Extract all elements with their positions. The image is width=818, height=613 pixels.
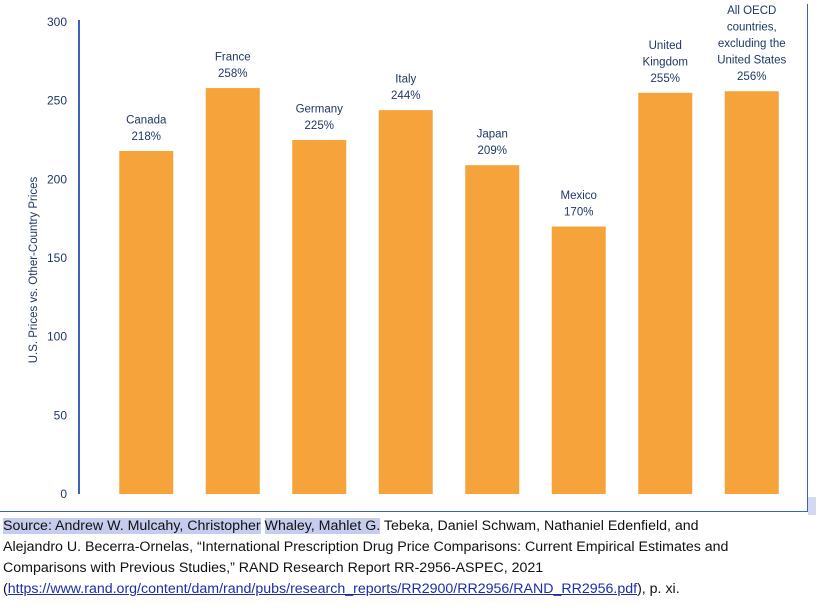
bar xyxy=(551,226,606,495)
y-axis-label: U.S. Prices vs. Other-Country Prices xyxy=(28,176,40,363)
bar xyxy=(119,151,174,494)
bar-labels: Canada 218% France 258% Germany 225% Italy 244%… xyxy=(126,5,786,218)
source-line-3: Comparisons with Previous Studies,” RAND… xyxy=(3,560,544,576)
bar-category-label: Canada xyxy=(126,115,167,127)
y-tick-label: 150 xyxy=(47,251,67,265)
source-line-2: Alejandro U. Becerra-Ornelas, “Internati… xyxy=(3,539,729,555)
bar-chart: 0 50 100 150 200 250 300 Canada 218% France 258% G… xyxy=(28,5,787,501)
source-line-1: Source: Andrew W. Mulcahy, Christopher W… xyxy=(3,516,815,537)
bar-value-label: 258% xyxy=(218,68,247,80)
y-tick-label: 100 xyxy=(47,330,67,344)
bar-category-label: All OECD xyxy=(727,5,776,17)
bar xyxy=(205,88,260,494)
bar-category-label: Germany xyxy=(296,104,344,116)
bar xyxy=(724,91,779,494)
chart-frame xyxy=(0,4,808,512)
selection-corner-mark xyxy=(808,497,816,515)
source-highlight-1: Source: Andrew W. Mulcahy, Christopher xyxy=(3,518,261,534)
bar-value-label: 218% xyxy=(132,131,161,143)
bar-value-label: 256% xyxy=(737,71,766,83)
bar-category-label: Japan xyxy=(477,129,508,141)
source-highlight-2: Whaley, Mahlet G. xyxy=(264,518,381,534)
y-tick-label: 300 xyxy=(47,15,67,29)
bar-value-label: 255% xyxy=(651,73,680,85)
bar-value-label: 225% xyxy=(305,120,334,132)
bar xyxy=(465,165,520,494)
source-line-1-rest: Tebeka, Daniel Schwam, Nathaniel Edenfie… xyxy=(383,518,699,534)
bar-category-label: Mexico xyxy=(561,190,597,202)
bar-category-label: countries, xyxy=(727,22,777,34)
source-line-4: (https://www.rand.org/content/dam/rand/p… xyxy=(3,579,815,600)
source-citation: Source: Andrew W. Mulcahy, Christopher W… xyxy=(3,516,815,600)
bar-value-label: 209% xyxy=(478,145,507,157)
bar-category-label: excluding the xyxy=(718,38,786,50)
y-axis: 0 50 100 150 200 250 300 xyxy=(47,15,80,501)
source-paren-close: ), p. xi. xyxy=(637,581,680,597)
source-paren-open: ( xyxy=(3,581,8,597)
bars xyxy=(119,88,779,495)
bar xyxy=(292,140,347,494)
bar-category-label: France xyxy=(215,52,251,64)
bar-category-label: United xyxy=(649,40,682,52)
y-tick-label: 200 xyxy=(47,172,67,186)
y-tick-label: 0 xyxy=(60,487,67,501)
bar-value-label: 244% xyxy=(391,90,420,102)
y-tick-label: 50 xyxy=(54,408,68,422)
bar-value-label: 170% xyxy=(564,207,593,219)
bar-category-label: United States xyxy=(717,55,786,67)
y-tick-label: 250 xyxy=(47,94,67,108)
bar-category-label: Italy xyxy=(395,74,416,86)
bar xyxy=(638,92,693,495)
bar-category-label: Kingdom xyxy=(643,56,688,68)
source-link[interactable]: https://www.rand.org/content/dam/rand/pu… xyxy=(7,581,638,597)
bar xyxy=(378,110,433,495)
